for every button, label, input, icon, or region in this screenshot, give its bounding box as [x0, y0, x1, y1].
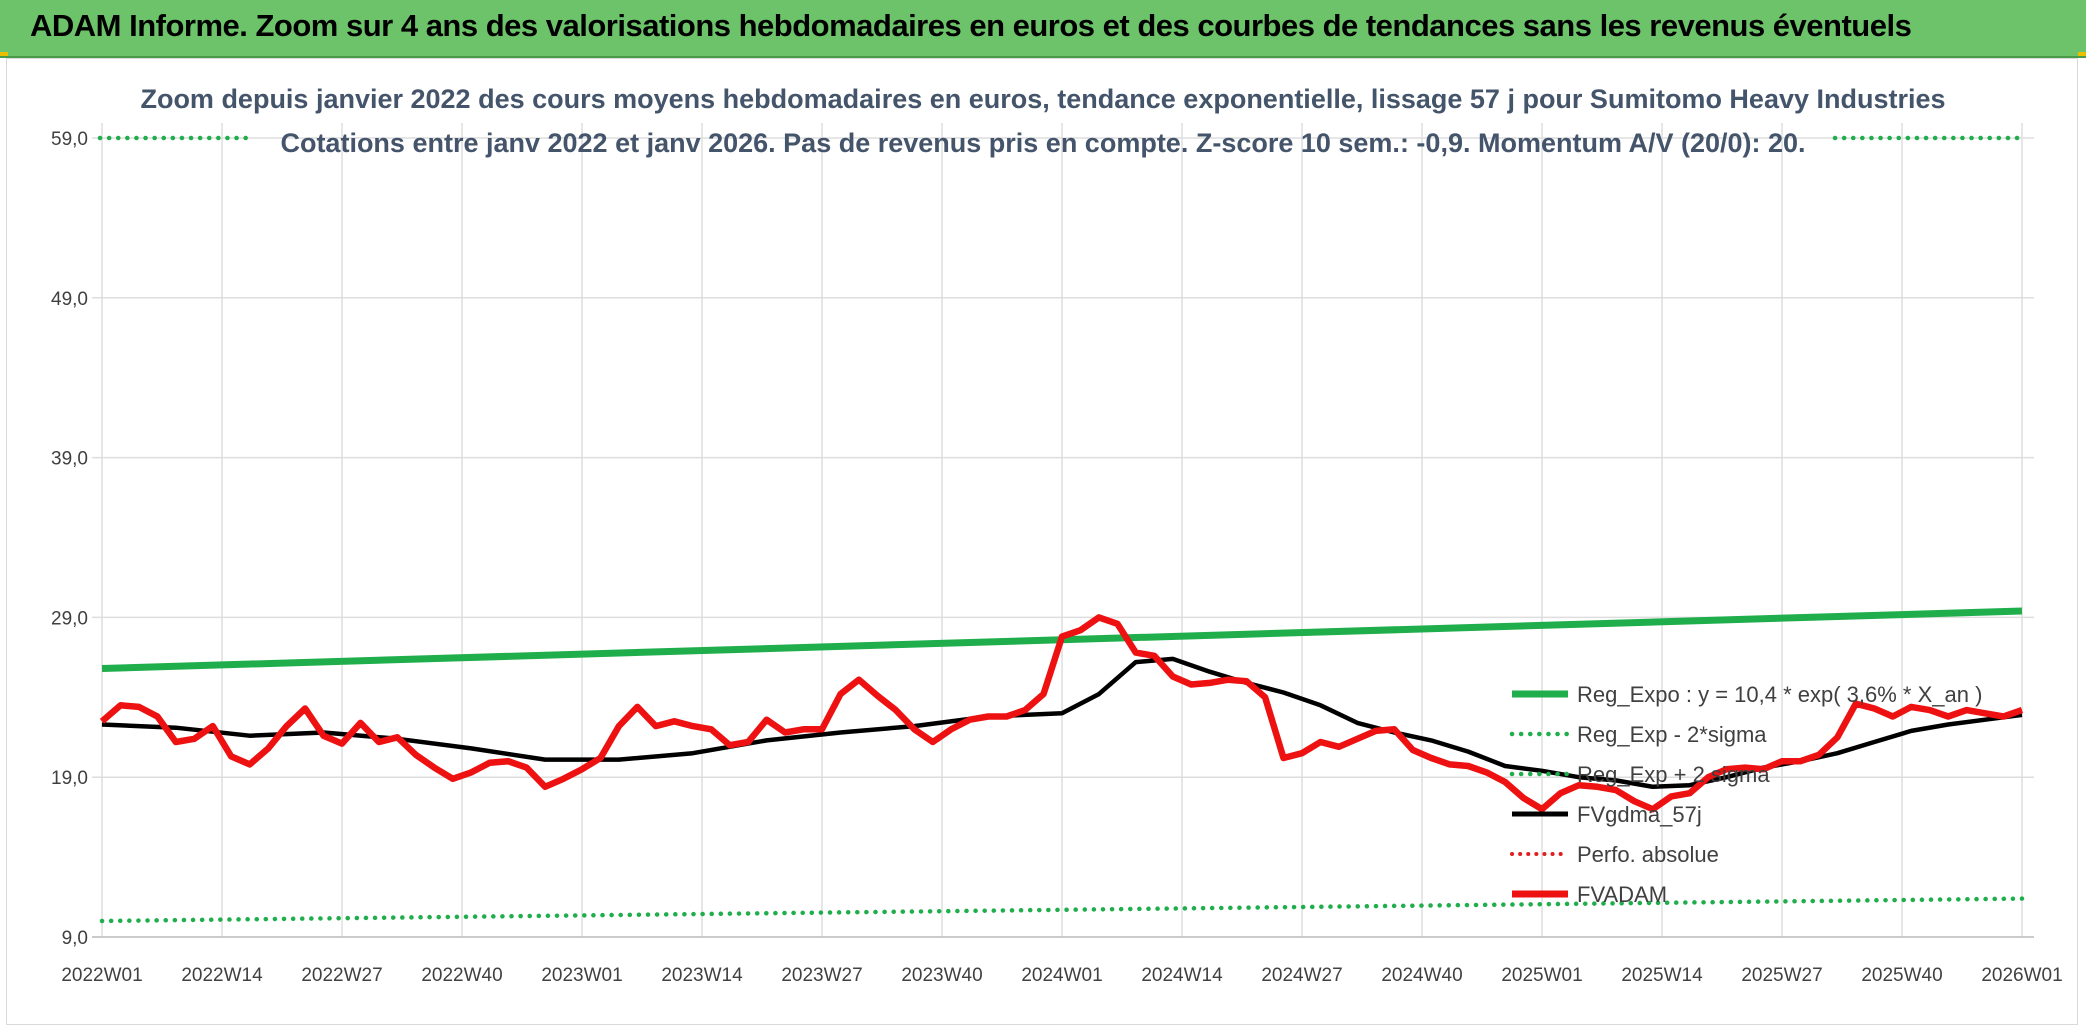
legend-label-fvadam: FVADAM [1577, 882, 1667, 907]
y-tick-label: 49,0 [51, 289, 88, 310]
grid-lines [92, 123, 2034, 938]
x-tick-label: 2025W14 [1621, 965, 1703, 986]
plot-area-border [6, 58, 2078, 1025]
x-tick-label: 2023W14 [661, 965, 743, 986]
x-tick-label: 2024W14 [1141, 965, 1223, 986]
x-tick-label: 2022W14 [181, 965, 263, 986]
x-tick-label: 2022W01 [61, 965, 142, 986]
x-tick-label: 2024W27 [1261, 965, 1342, 986]
x-tick-label: 2023W01 [541, 965, 622, 986]
legend-label-perfo: Perfo. absolue [1577, 842, 1719, 867]
series-fvadam [99, 614, 2024, 813]
banner-title: ADAM Informe. Zoom sur 4 ans des valoris… [30, 8, 1912, 43]
y-tick-label: 29,0 [51, 608, 88, 629]
y-tick-label: 19,0 [51, 768, 88, 789]
x-tick-label: 2024W01 [1021, 965, 1102, 986]
x-tick-label: 2022W40 [421, 965, 502, 986]
axis-ticks: 2022W01 2022W14 2022W27 2022W40 2023W01 2023W… [51, 129, 2063, 986]
x-tick-label: 2025W27 [1741, 965, 1822, 986]
x-tick-label: 2023W40 [901, 965, 982, 986]
y-tick-label: 59,0 [51, 129, 88, 150]
report-banner: ADAM Informe. Zoom sur 4 ans des valoris… [0, 0, 2086, 58]
x-tick-label: 2023W27 [781, 965, 862, 986]
chart-subtitle-line1: Zoom depuis janvier 2022 des cours moyen… [140, 84, 1945, 114]
chart-subtitle-line2: Cotations entre janv 2022 et janv 2026. … [280, 128, 1805, 158]
x-tick-label: 2022W27 [301, 965, 382, 986]
y-tick-label: 39,0 [51, 449, 88, 470]
legend-label-fvgdma: FVgdma_57j [1577, 802, 1702, 827]
banner-corner-right [2078, 52, 2086, 56]
banner-corner-left [0, 52, 8, 56]
x-tick-label: 2025W40 [1861, 965, 1942, 986]
legend-label-reg_expo: Reg_Expo : y = 10,4 * exp( 3,6% * X_an ) [1577, 682, 1982, 707]
x-tick-label: 2026W01 [1981, 965, 2062, 986]
x-tick-label: 2025W01 [1501, 965, 1582, 986]
chart-series [97, 135, 2025, 924]
series-sigma-minus [99, 896, 2025, 924]
legend-label-sigma_plus: Reg_Exp + 2 sigma [1577, 762, 1770, 787]
legend-label-sigma_minus: Reg_Exp - 2*sigma [1577, 722, 1767, 747]
chart-legend: Reg_Expo : y = 10,4 * exp( 3,6% * X_an )… [1509, 682, 1982, 907]
y-tick-label: 9,0 [62, 928, 88, 949]
x-tick-label: 2024W40 [1381, 965, 1462, 986]
